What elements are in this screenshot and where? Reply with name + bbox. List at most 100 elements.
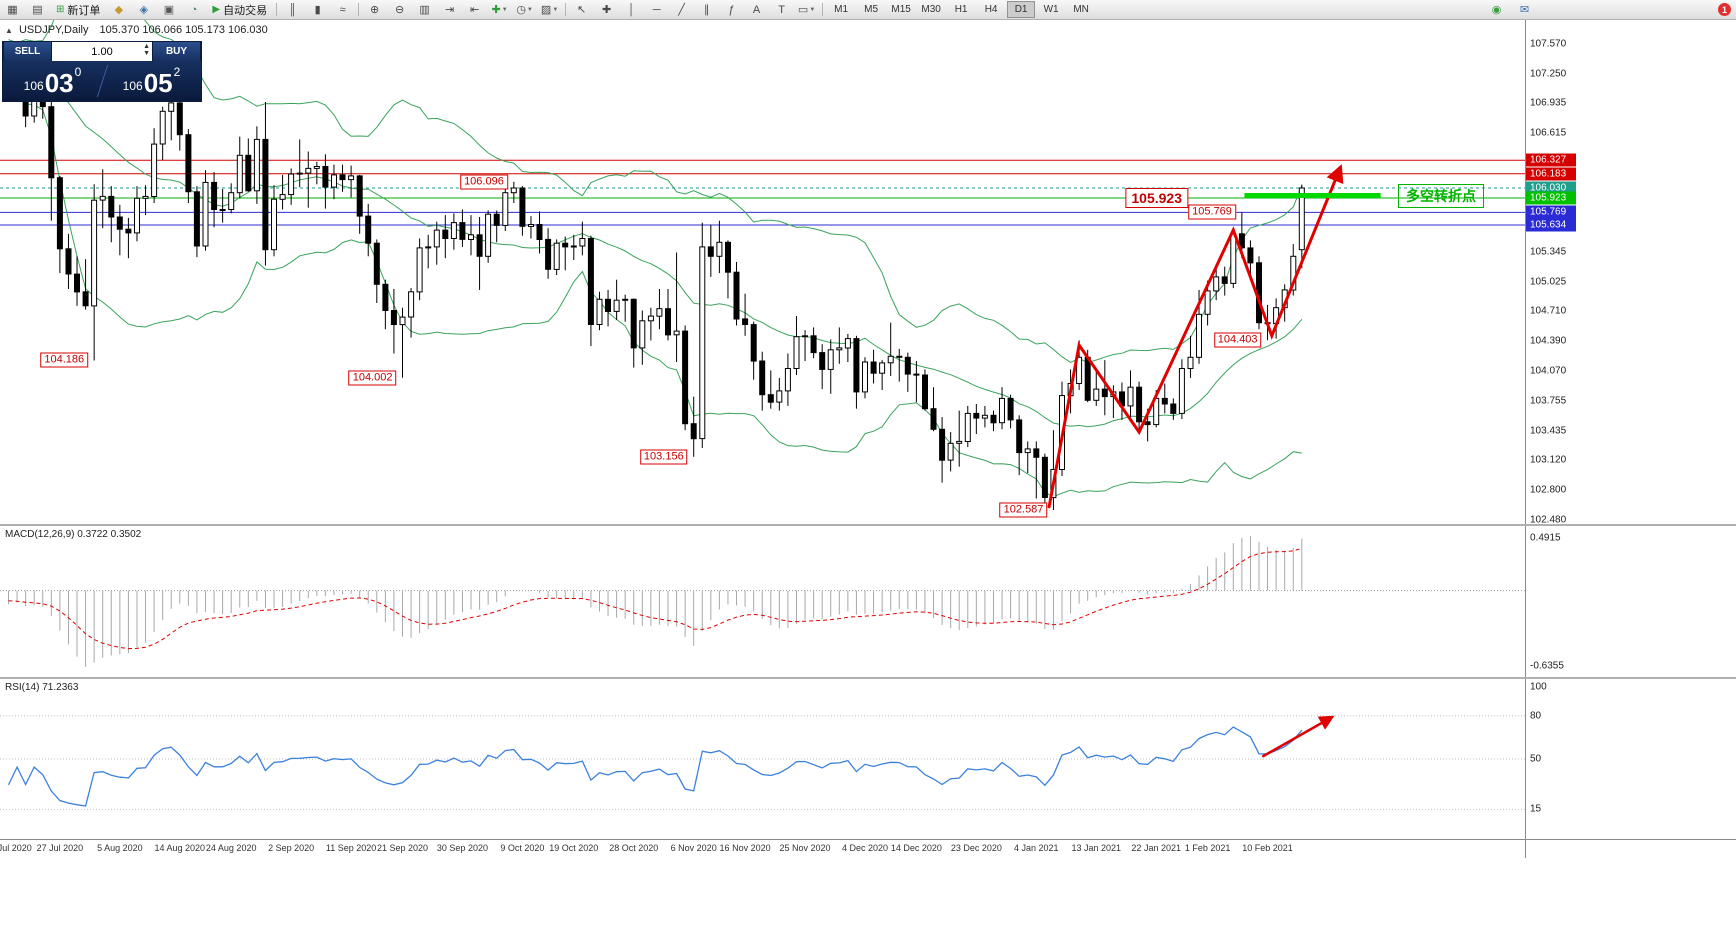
panel-separator[interactable]	[0, 677, 1736, 679]
chart-shift-icon: ⇤	[469, 4, 480, 16]
timeframe-h4[interactable]: H4	[984, 4, 998, 15]
axis-separator	[0, 839, 1736, 840]
price-axis[interactable]: 107.570 107.250 106.935 106.615 105.345 105.0…	[1525, 19, 1736, 858]
date-label: 27 Jul 2020	[36, 843, 84, 853]
ohlc-values: 105.370 106.066 105.173 106.030	[99, 24, 268, 36]
price-scale-label: 107.570	[1530, 38, 1567, 50]
volume-value: 1.00	[91, 45, 113, 58]
chat-icon[interactable]: ✉	[1512, 1, 1537, 18]
macd-plot[interactable]	[0, 526, 1525, 677]
terminal-icon[interactable]: ▣	[156, 1, 181, 18]
volume-increase-button[interactable]: ▲	[143, 43, 150, 50]
horizontal-line-icon: ─	[652, 3, 661, 16]
date-label: 24 Aug 2020	[205, 843, 257, 853]
rsi-plot[interactable]	[0, 679, 1525, 839]
auto-scroll-icon: ⇥	[444, 4, 455, 16]
timeframe-m30[interactable]: M30	[921, 4, 941, 15]
periods-icon-dropdown[interactable]: ▼	[526, 6, 533, 13]
rsi-scale-label: 15	[1530, 803, 1542, 815]
timeframe-d1[interactable]: D1	[1007, 1, 1036, 18]
date-label: 4 Jan 2021	[1014, 843, 1059, 853]
equidistant-channel-icon: ∥	[703, 4, 710, 16]
autotrading-button[interactable]: ▶ 自动交易	[206, 1, 273, 18]
bar-chart-icon[interactable]: ║	[280, 1, 305, 18]
zoom-out-icon[interactable]: ⊖	[387, 1, 412, 18]
toolbar: ▦ ▤ ⊞ 新订单 ◆ ◈ ▣ ◔ ▶ 自动交易 ║ ▮ ≈ ⊕ ⊖ ▥ ⇥ ⇤ ✚ ▼ ◷ ▼ ▨ ▼ ↖ ✚ │ ─ ╱ ∥ ƒ A T ▭ ▼…	[0, 0, 1736, 20]
equidistant-channel-icon[interactable]: ∥	[694, 1, 719, 18]
timeframe-m15[interactable]: M15	[891, 4, 911, 15]
rsi-label: RSI(14) 71.2363	[5, 682, 79, 693]
volume-input[interactable]: 1.00 ▲ ▼	[52, 42, 152, 61]
date-label: 5 Aug 2020	[97, 843, 143, 853]
tile-windows-icon[interactable]: ▥	[412, 1, 437, 18]
price-scale-label: 104.710	[1530, 305, 1567, 317]
line-chart-icon[interactable]: ≈	[330, 1, 355, 18]
macd-signal-line	[8, 547, 1302, 650]
indicators-icon-dropdown[interactable]: ▼	[501, 6, 508, 13]
auto-scroll-icon[interactable]: ⇥	[437, 1, 462, 18]
date-label: 16 Nov 2020	[719, 843, 771, 853]
buy-button[interactable]: BUY	[152, 42, 201, 61]
price-scale-label: 102.480	[1530, 514, 1567, 526]
timeframe-m1[interactable]: M1	[834, 4, 849, 15]
time-axis[interactable]: 17 Jul 2020 27 Jul 2020 5 Aug 2020 14 Aug 2…	[0, 839, 1525, 858]
chart-shift-icon[interactable]: ⇤	[462, 1, 487, 18]
chart-region: ▲ USDJPY,Daily 105.370 106.066 105.173 1…	[0, 19, 1525, 858]
crosshair-icon[interactable]: ✚	[594, 1, 619, 18]
fibonacci-icon[interactable]: ƒ	[719, 1, 744, 18]
market-watch-icon[interactable]: ◆	[106, 1, 131, 18]
cursor-icon[interactable]: ↖	[569, 1, 594, 18]
buy-price[interactable]: 106 05 2	[102, 61, 201, 101]
new-order-button[interactable]: ⊞ 新订单	[50, 1, 106, 18]
volume-decrease-button[interactable]: ▼	[143, 50, 150, 57]
sell-price[interactable]: 106 03 0	[3, 61, 102, 101]
timeframe-w1[interactable]: W1	[1043, 4, 1059, 15]
sell-price-sup: 0	[74, 65, 82, 79]
trendline-icon[interactable]: ╱	[669, 1, 694, 18]
notification-badge[interactable]: 1	[1718, 3, 1731, 16]
text-icon[interactable]: A	[744, 1, 769, 18]
date-label: 22 Jan 2021	[1131, 843, 1181, 853]
zoom-in-icon[interactable]: ⊕	[362, 1, 387, 18]
date-label: 13 Jan 2021	[1071, 843, 1122, 853]
profiles-icon[interactable]: ▤	[25, 1, 50, 18]
sell-button[interactable]: SELL	[3, 42, 52, 61]
main-chart-panel[interactable]: ▲ USDJPY,Daily 105.370 106.066 105.173 1…	[0, 19, 1525, 524]
macd-panel[interactable]: MACD(12,26,9) 0.3722 0.3502	[0, 526, 1525, 677]
toolbar-separator	[276, 3, 278, 16]
templates-icon-dropdown[interactable]: ▼	[552, 6, 559, 13]
charts-toggle-icon[interactable]: ▦	[0, 1, 25, 18]
shapes-icon-dropdown[interactable]: ▼	[809, 6, 816, 13]
price-scale-box-red: 106.327	[1526, 153, 1576, 167]
label-icon[interactable]: T	[769, 1, 794, 18]
new-order-button-label: 新订单	[67, 4, 101, 17]
collapse-trade-panel-icon[interactable]: ▲	[5, 26, 13, 35]
chart-title: ▲ USDJPY,Daily 105.370 106.066 105.173 1…	[5, 24, 268, 36]
periods-icon[interactable]: ◷ ▼	[512, 1, 537, 18]
charts-toggle-icon: ▦	[7, 4, 18, 16]
candlestick-plot[interactable]	[0, 19, 1525, 524]
bar-chart-icon: ║	[288, 3, 297, 16]
strategy-tester-icon[interactable]: ◔	[181, 1, 206, 18]
shapes-icon[interactable]: ▭ ▼	[794, 1, 819, 18]
timeframe-group: M1 M5 M15 M30 H1 H4 D1 W1 MN	[826, 1, 1096, 18]
timeframe-h1[interactable]: H1	[954, 4, 968, 15]
community-icon[interactable]: ◉	[1484, 1, 1509, 18]
panel-separator[interactable]	[0, 524, 1736, 526]
timeframe-m5[interactable]: M5	[864, 4, 879, 15]
date-label: 1 Feb 2021	[1184, 843, 1231, 853]
date-label: 23 Dec 2020	[950, 843, 1002, 853]
bollinger-bands	[8, 19, 1303, 498]
horizontal-line-icon[interactable]: ─	[644, 1, 669, 18]
templates-icon[interactable]: ▨ ▼	[537, 1, 562, 18]
terminal-icon: ▣	[163, 4, 175, 16]
date-label: 30 Sep 2020	[436, 843, 488, 853]
rsi-panel[interactable]: RSI(14) 71.2363	[0, 679, 1525, 839]
navigator-icon[interactable]: ◈	[131, 1, 156, 18]
timeframe-mn[interactable]: MN	[1073, 4, 1089, 15]
toolbar-separator	[565, 3, 567, 16]
candlestick-chart-icon[interactable]: ▮	[305, 1, 330, 18]
indicators-icon[interactable]: ✚ ▼	[487, 1, 512, 18]
vertical-line-icon[interactable]: │	[619, 1, 644, 18]
templates-icon: ▨	[540, 4, 552, 16]
